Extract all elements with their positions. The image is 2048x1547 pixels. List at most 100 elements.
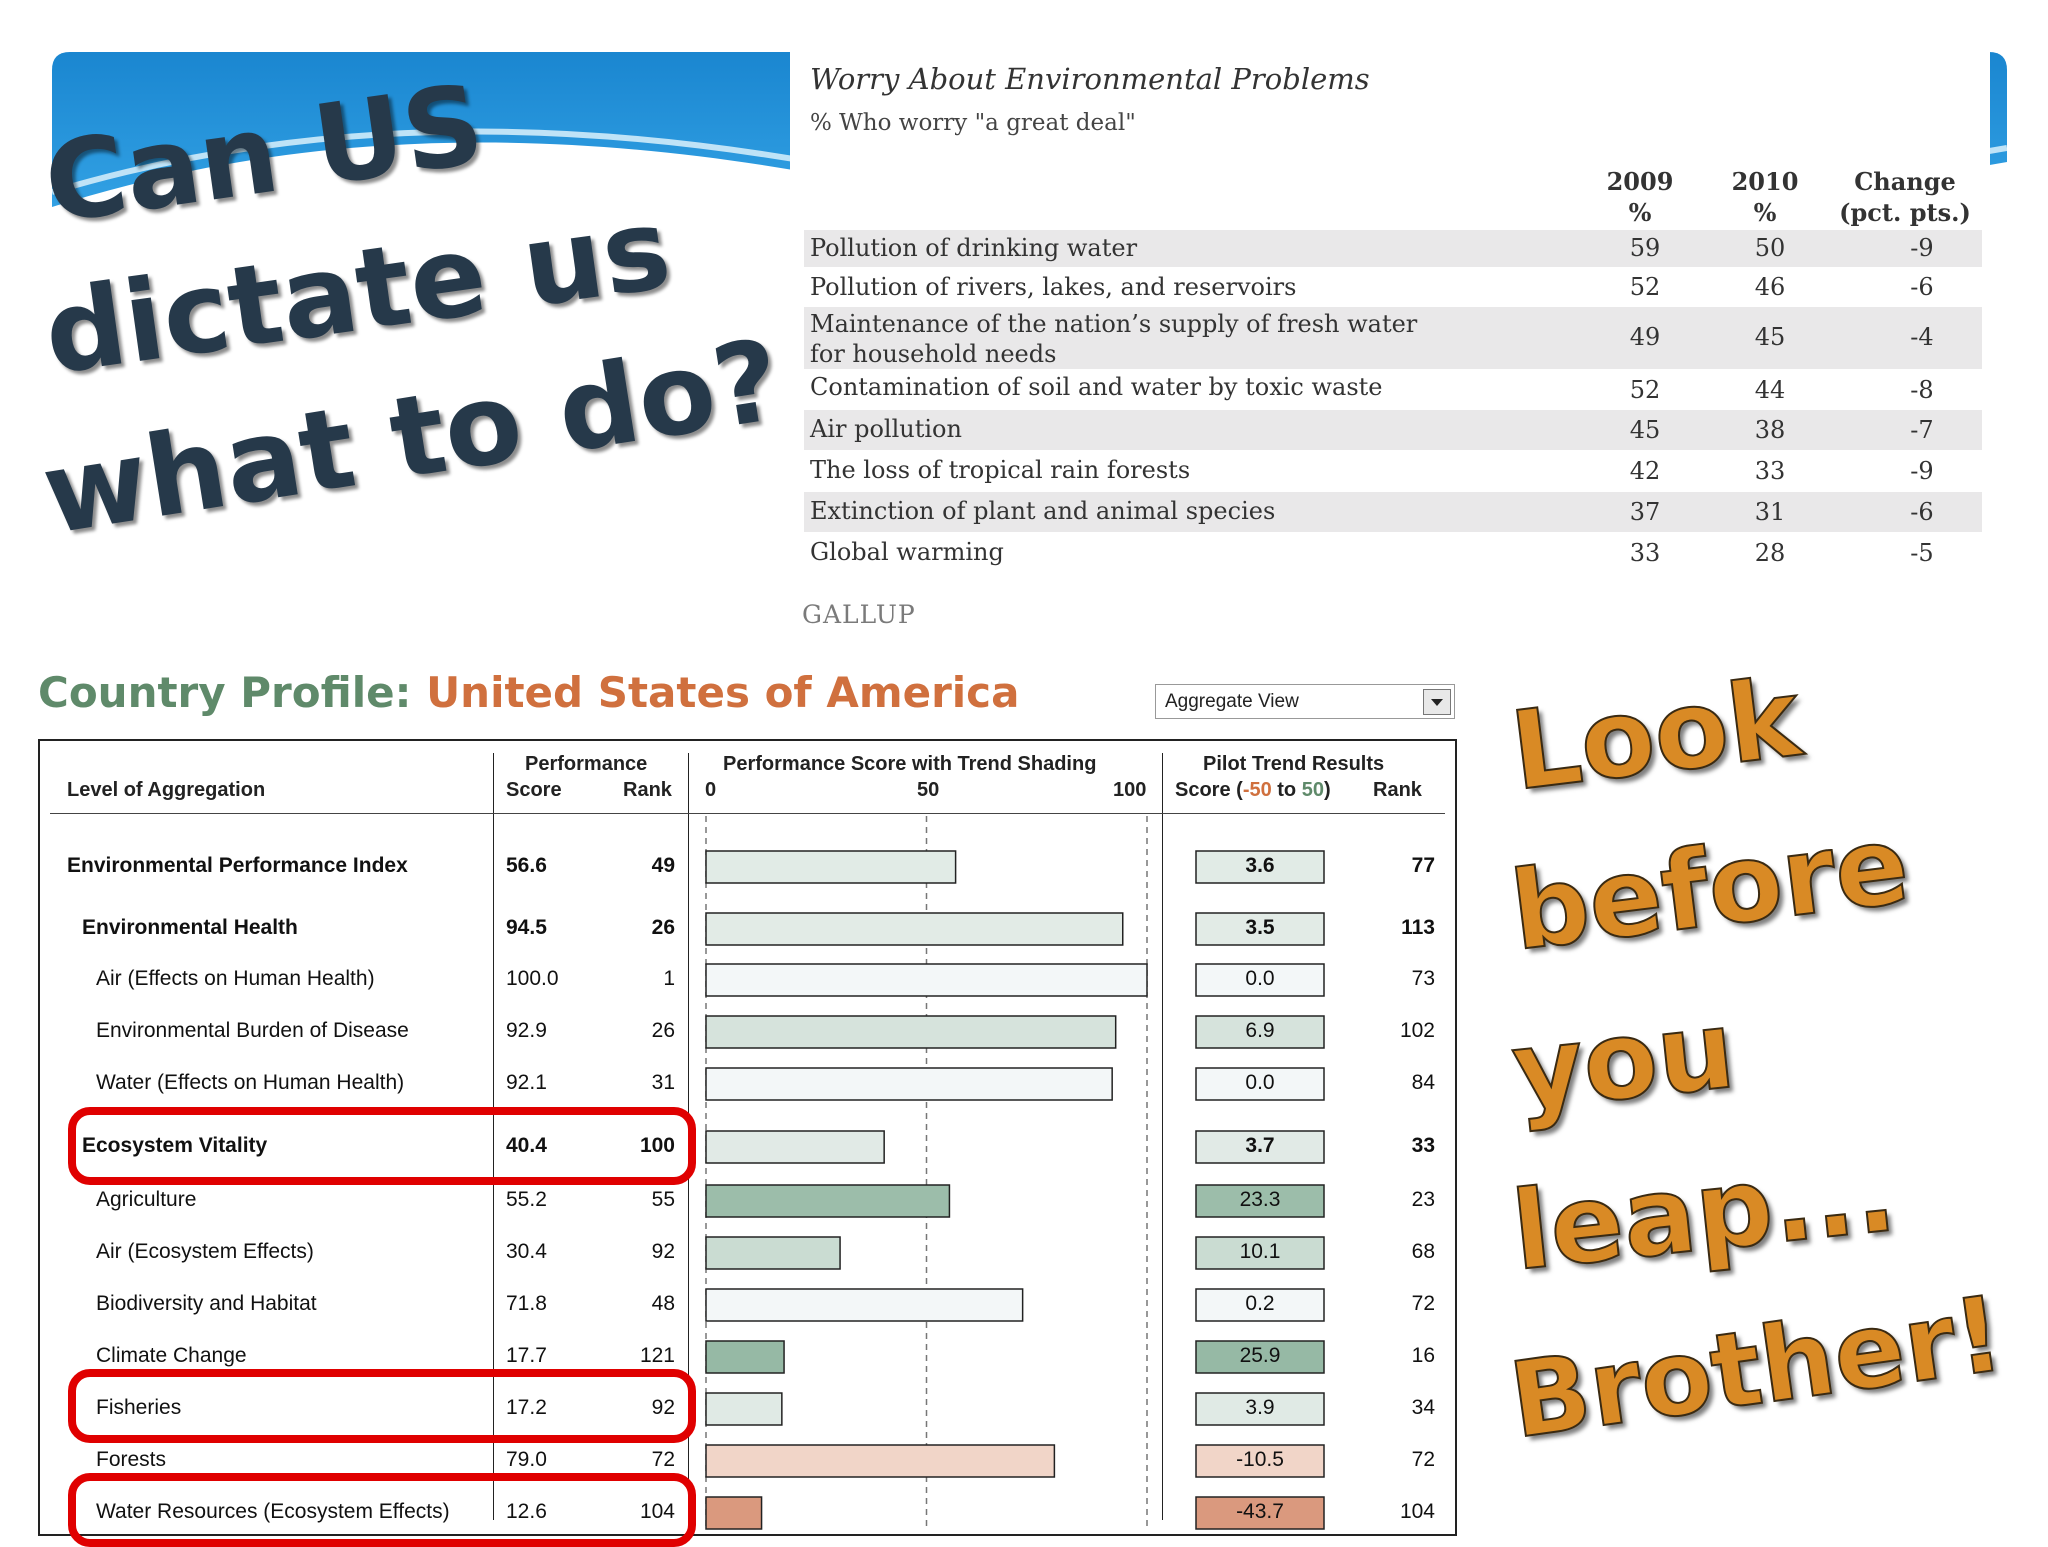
header-score: Score (506, 779, 562, 801)
gallup-row: Contamination of soil and water by toxic… (804, 370, 1982, 409)
score-bar (705, 1288, 1024, 1322)
trend-box (1195, 1236, 1325, 1270)
score-bar (705, 963, 1148, 997)
gallup-col-change: Change (pct. pts.) (1830, 166, 1980, 228)
row-label: Environmental Performance Index (67, 854, 408, 877)
gallup-row: The loss of tropical rain forests 42 33 … (804, 451, 1982, 491)
row-score: 12.6 (506, 1500, 547, 1523)
gallup-col-2009-unit: % (1628, 198, 1652, 227)
row-trend-score: 0.0 (1245, 1071, 1275, 1094)
trend-box (1195, 963, 1325, 997)
gallup-row-2009: 59 (1629, 234, 1661, 262)
gallup-row-2010: 28 (1754, 539, 1786, 567)
leap-line-1: Look (1504, 655, 1808, 816)
trend-box (1195, 1288, 1325, 1322)
gallup-row-label: The loss of tropical rain forests (810, 456, 1191, 484)
header-rank: Rank (623, 779, 672, 801)
row-label: Environmental Burden of Disease (96, 1019, 409, 1042)
row-label: Environmental Health (82, 916, 298, 939)
header-pilot-score: Score (-50 to 50) (1175, 779, 1331, 802)
country-profile-title-lead: Country Profile: (38, 668, 412, 717)
row-trend-rank: 102 (1399, 1019, 1435, 1042)
gallup-row-label: Air pollution (810, 415, 962, 443)
leap-line-3: you (1506, 987, 1741, 1136)
gallup-row-change: -7 (1910, 416, 1934, 444)
gallup-row-change: -5 (1910, 539, 1934, 567)
gallup-row-change: -6 (1910, 498, 1934, 526)
leap-line-5: Brother! (1502, 1271, 2011, 1463)
row-trend-score: 3.5 (1245, 916, 1275, 939)
gallup-title: Worry About Environmental Problems (810, 62, 1370, 96)
header-shading-title: Performance Score with Trend Shading (723, 753, 1097, 775)
score-bar (705, 1130, 885, 1164)
column-divider (493, 753, 494, 1520)
header-level: Level of Aggregation (67, 779, 266, 801)
header-pilot-title: Pilot Trend Results (1203, 753, 1385, 775)
country-profile-table: Level of Aggregation Performance Score R… (38, 739, 1457, 1536)
leap-line-2: before (1504, 801, 1917, 976)
row-label: Climate Change (96, 1344, 247, 1367)
gallup-row-change: -4 (1910, 323, 1934, 351)
trend-box (1195, 1392, 1325, 1426)
row-label: Air (Effects on Human Health) (96, 967, 375, 990)
view-select-dropdown[interactable]: Aggregate View (1155, 684, 1455, 719)
row-score: 92.9 (506, 1019, 547, 1042)
row-rank: 55 (651, 1188, 675, 1211)
row-label: Agriculture (96, 1188, 197, 1211)
highlight-box (68, 1107, 696, 1185)
row-score: 17.2 (506, 1396, 547, 1419)
row-label: Forests (96, 1448, 167, 1471)
row-trend-score: -10.5 (1236, 1448, 1284, 1471)
row-rank: 31 (651, 1071, 675, 1094)
gallup-col-2009: 2009 % (1590, 166, 1690, 228)
gallup-subtitle: % Who worry "a great deal" (810, 110, 1136, 136)
gallup-row: Pollution of drinking water 59 50 -9 (804, 230, 1982, 267)
score-bar (705, 1496, 763, 1530)
gallup-row: Extinction of plant and animal species 3… (804, 492, 1982, 532)
row-rank: 49 (651, 854, 675, 877)
chevron-down-icon[interactable] (1423, 689, 1451, 715)
row-rank: 26 (651, 916, 675, 939)
row-rank: 72 (651, 1448, 675, 1471)
row-score: 94.5 (506, 916, 547, 939)
trend-box (1195, 1496, 1325, 1530)
row-trend-score: -43.7 (1236, 1500, 1284, 1523)
gallup-col-2010: 2010 % (1715, 166, 1815, 228)
gallup-row-2009: 49 (1629, 323, 1661, 351)
row-rank: 104 (639, 1500, 675, 1523)
row-trend-score: 10.1 (1239, 1240, 1281, 1263)
row-score: 100.0 (506, 967, 559, 990)
row-trend-rank: 68 (1411, 1240, 1435, 1263)
country-profile-country-name: United States of America (426, 668, 1020, 717)
row-label: Fisheries (96, 1396, 182, 1419)
row-score: 56.6 (506, 854, 547, 877)
gallup-col-2009-year: 2009 (1606, 167, 1674, 196)
row-trend-rank: 77 (1411, 854, 1435, 877)
axis-tick-0: 0 (705, 779, 717, 801)
row-trend-score: 0.0 (1245, 967, 1275, 990)
score-bar (705, 1236, 841, 1270)
gallup-row-2010: 33 (1754, 457, 1786, 485)
performance-chart (705, 816, 1325, 1530)
header-performance: Performance (525, 753, 648, 775)
row-rank: 121 (639, 1344, 675, 1367)
axis-tick-100: 100 (1113, 779, 1147, 801)
gallup-row-2010: 31 (1754, 498, 1786, 526)
score-bar (705, 1067, 1113, 1101)
gallup-logo: GALLUP (802, 600, 916, 629)
row-trend-rank: 73 (1411, 967, 1435, 990)
row-label: Ecosystem Vitality (82, 1134, 268, 1157)
gallup-row: Pollution of rivers, lakes, and reservoi… (804, 268, 1982, 306)
row-rank: 48 (651, 1292, 675, 1315)
gallup-row-2009: 45 (1629, 416, 1661, 444)
row-score: 17.7 (506, 1344, 547, 1367)
gallup-row-2010: 45 (1754, 323, 1786, 351)
row-trend-score: 23.3 (1239, 1188, 1281, 1211)
row-label: Biodiversity and Habitat (96, 1292, 317, 1315)
gallup-row-label: Pollution of rivers, lakes, and reservoi… (810, 273, 1297, 301)
gallup-row-2009: 37 (1629, 498, 1661, 526)
row-trend-rank: 72 (1411, 1292, 1435, 1315)
row-rank: 92 (651, 1396, 675, 1419)
gallup-row-label: Extinction of plant and animal species (810, 497, 1276, 525)
row-trend-score: 6.9 (1245, 1019, 1275, 1042)
